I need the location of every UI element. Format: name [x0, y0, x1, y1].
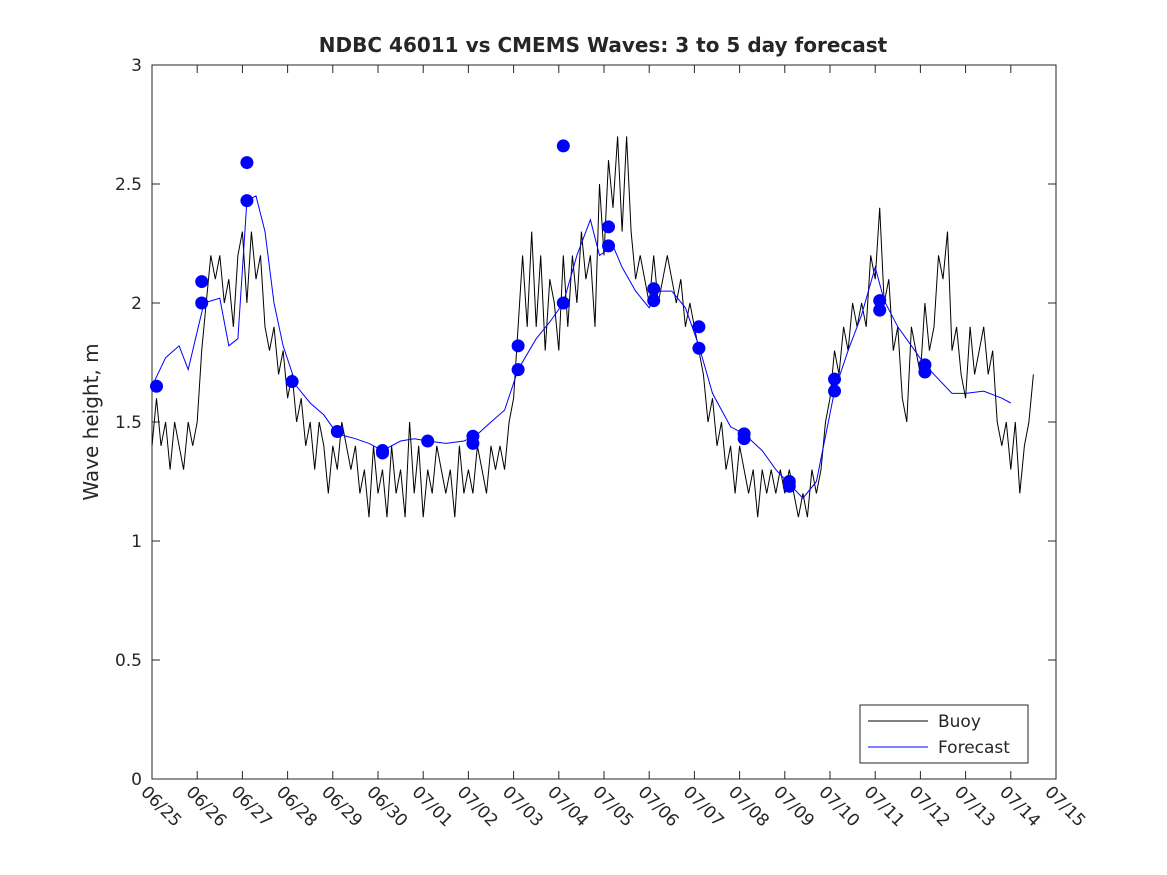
legend-forecast-label: Forecast — [938, 738, 1010, 758]
x-tick-label: 07/14 — [995, 782, 1044, 831]
series-layer — [151, 136, 1034, 518]
y-tick-label: 2 — [131, 294, 142, 314]
legend-buoy-label: Buoy — [938, 712, 981, 732]
forecast-marker — [195, 275, 209, 289]
forecast-marker — [556, 296, 570, 310]
forecast-marker — [692, 341, 706, 355]
forecast-marker — [511, 339, 525, 353]
forecast-marker — [240, 194, 254, 208]
chart-title: NDBC 46011 vs CMEMS Waves: 3 to 5 day fo… — [319, 33, 888, 57]
y-axis-ticks: 0 0.5 1 1.5 2 2.5 3 — [115, 56, 1056, 790]
y-axis-label: Wave height, m — [79, 343, 103, 500]
forecast-marker — [556, 139, 570, 153]
legend-box — [859, 704, 1029, 764]
forecast-marker — [918, 365, 932, 379]
x-tick-label: 07/04 — [543, 782, 592, 831]
forecast-marker — [873, 303, 887, 317]
x-tick-label: 07/10 — [814, 782, 863, 831]
x-tick-label: 07/09 — [769, 782, 818, 831]
y-tick-label: 3 — [131, 56, 142, 76]
series-line-forecast — [151, 195, 1012, 499]
forecast-marker — [828, 384, 842, 398]
y-tick-label: 2.5 — [115, 175, 142, 195]
x-tick-label: 07/07 — [679, 782, 728, 831]
x-tick-label: 07/12 — [905, 782, 954, 831]
forecast-marker — [692, 320, 706, 334]
series-line-buoy — [151, 136, 1034, 518]
forecast-marker — [421, 434, 435, 448]
x-tick-label: 07/13 — [950, 782, 999, 831]
x-tick-label: 07/06 — [634, 782, 683, 831]
x-tick-label: 07/02 — [453, 782, 502, 831]
y-tick-label: 0 — [131, 770, 142, 790]
forecast-marker — [828, 372, 842, 386]
x-tick-label: 06/26 — [182, 782, 231, 831]
forecast-marker — [602, 239, 616, 253]
x-tick-label: 07/11 — [860, 782, 909, 831]
forecast-marker — [511, 363, 525, 377]
y-tick-label: 0.5 — [115, 651, 142, 671]
x-tick-label: 07/15 — [1040, 782, 1089, 831]
forecast-marker — [285, 375, 299, 389]
x-tick-label: 07/01 — [408, 782, 457, 831]
x-tick-label: 06/30 — [362, 782, 411, 831]
forecast-marker — [195, 296, 209, 310]
x-tick-label: 07/05 — [588, 782, 637, 831]
y-tick-label: 1 — [131, 532, 142, 552]
x-tick-label: 06/28 — [272, 782, 321, 831]
x-tick-label: 06/27 — [227, 782, 276, 831]
forecast-marker — [873, 294, 887, 308]
legend: Buoy Forecast — [859, 704, 1029, 764]
forecast-marker — [737, 432, 751, 446]
x-tick-label: 07/03 — [498, 782, 547, 831]
forecast-marker — [376, 444, 390, 458]
forecast-marker — [466, 436, 480, 450]
forecast-marker — [647, 282, 661, 296]
x-tick-label: 07/08 — [724, 782, 773, 831]
forecast-marker — [240, 156, 254, 170]
x-tick-label: 06/25 — [136, 782, 185, 831]
x-tick-label: 06/29 — [317, 782, 366, 831]
y-tick-label: 1.5 — [115, 413, 142, 433]
forecast-marker — [647, 294, 661, 308]
forecast-marker — [330, 425, 344, 439]
forecast-marker — [150, 379, 164, 393]
forecast-marker — [602, 220, 616, 234]
axes-box — [151, 64, 1057, 780]
marker-layer — [150, 139, 932, 493]
plot-area — [151, 64, 1057, 780]
forecast-marker — [782, 479, 796, 493]
